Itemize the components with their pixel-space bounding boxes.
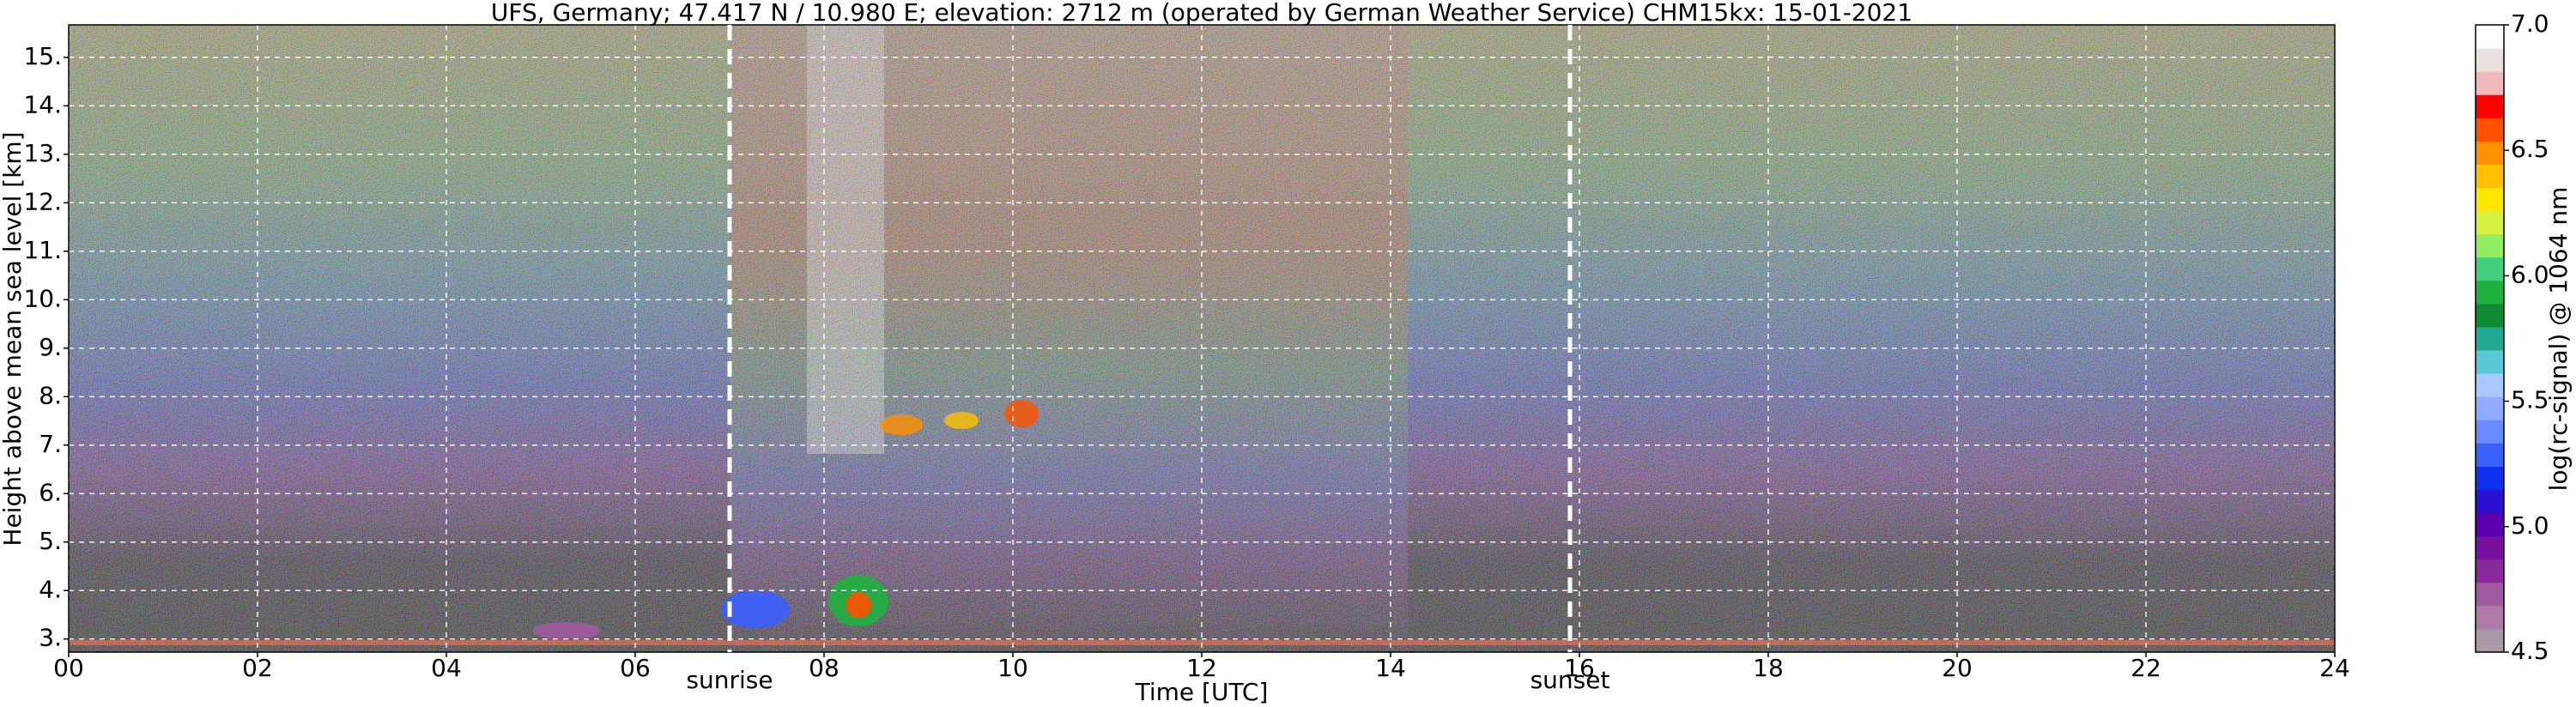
x-tick-label: 10 — [997, 654, 1028, 682]
colorbar-segment — [2476, 25, 2504, 49]
plot-area — [69, 25, 2335, 652]
colorbar-segment — [2476, 582, 2504, 607]
colorbar-tick-label: 6.5 — [2511, 135, 2549, 163]
colorbar-segment — [2476, 257, 2504, 281]
x-tick-label: 24 — [2319, 654, 2350, 682]
y-tick-label: 8. — [39, 381, 62, 409]
x-tick-label: 22 — [2131, 654, 2161, 682]
y-tick-label: 9. — [39, 333, 62, 361]
cloud — [944, 412, 979, 429]
colorbar-segment — [2476, 512, 2504, 537]
chart-title: UFS, Germany; 47.417 N / 10.980 E; eleva… — [491, 0, 1912, 27]
colorbar-segment — [2476, 187, 2504, 212]
colorbar-segment — [2476, 210, 2504, 235]
colorbar-tick-label: 4.5 — [2511, 637, 2549, 665]
cloud — [846, 592, 871, 618]
x-tick-label: 02 — [242, 654, 273, 682]
colorbar-segment — [2476, 326, 2504, 351]
y-tick-label: 14. — [23, 90, 62, 118]
colorbar-segment — [2476, 443, 2504, 467]
colorbar-segment — [2476, 280, 2504, 305]
x-tick-label: 18 — [1753, 654, 1784, 682]
y-tick-label: 12. — [23, 187, 62, 215]
colorbar-segment — [2476, 350, 2504, 374]
colorbar-segment — [2476, 535, 2504, 560]
colorbar-segment — [2476, 373, 2504, 397]
x-tick-label: 12 — [1186, 654, 1217, 682]
event-label: sunrise — [686, 666, 773, 694]
colorbar-segment — [2476, 628, 2504, 653]
event-label: sunset — [1530, 666, 1610, 694]
colorbar-segment — [2476, 233, 2504, 258]
y-tick-label: 10. — [23, 284, 62, 312]
x-tick-label: 08 — [809, 654, 839, 682]
colorbar-segment — [2476, 164, 2504, 189]
y-tick-label: 11. — [23, 236, 62, 264]
y-tick-label: 15. — [23, 42, 62, 70]
y-tick-label: 6. — [39, 478, 62, 506]
y-tick-label: 3. — [39, 624, 62, 652]
y-tick-label: 4. — [39, 575, 62, 603]
y-tick-label: 5. — [39, 527, 62, 555]
x-tick-label: 16 — [1564, 654, 1595, 682]
x-tick-label: 14 — [1375, 654, 1406, 682]
x-tick-label: 06 — [620, 654, 651, 682]
colorbar-segment — [2476, 48, 2504, 72]
colorbar-tick-label: 6.0 — [2511, 260, 2549, 288]
cloud — [721, 590, 790, 628]
x-tick-label: 04 — [431, 654, 462, 682]
colorbar-tick-label: 5.0 — [2511, 511, 2549, 540]
colorbar-segment — [2476, 466, 2504, 490]
x-tick-label: 00 — [53, 654, 84, 682]
colorbar-segment — [2476, 141, 2504, 165]
colorbar-label: log(rc-signal) @ 1064 nm — [2544, 187, 2573, 492]
colorbar-segment — [2476, 420, 2504, 444]
x-axis-label: Time [UTC] — [1135, 678, 1269, 706]
y-tick-label: 7. — [39, 430, 62, 458]
y-axis-label: Height above mean sea level [km] — [0, 131, 27, 546]
colorbar-segment — [2476, 559, 2504, 583]
colorbar-segment — [2476, 303, 2504, 328]
cloud — [1004, 400, 1039, 427]
x-tick-label: 20 — [1942, 654, 1973, 682]
colorbar-segment — [2476, 396, 2504, 420]
cloud — [532, 622, 601, 639]
colorbar-segment — [2476, 118, 2504, 142]
colorbar-tick-label: 5.5 — [2511, 386, 2549, 414]
cloud — [880, 414, 923, 435]
colorbar-segment — [2476, 71, 2504, 95]
colorbar-segment — [2476, 94, 2504, 118]
colorbar-segment — [2476, 489, 2504, 514]
y-tick-label: 13. — [23, 139, 62, 167]
colorbar-segment — [2476, 605, 2504, 630]
colorbar-tick-label: 7.0 — [2511, 9, 2549, 38]
colorbar-frame — [2475, 24, 2505, 653]
